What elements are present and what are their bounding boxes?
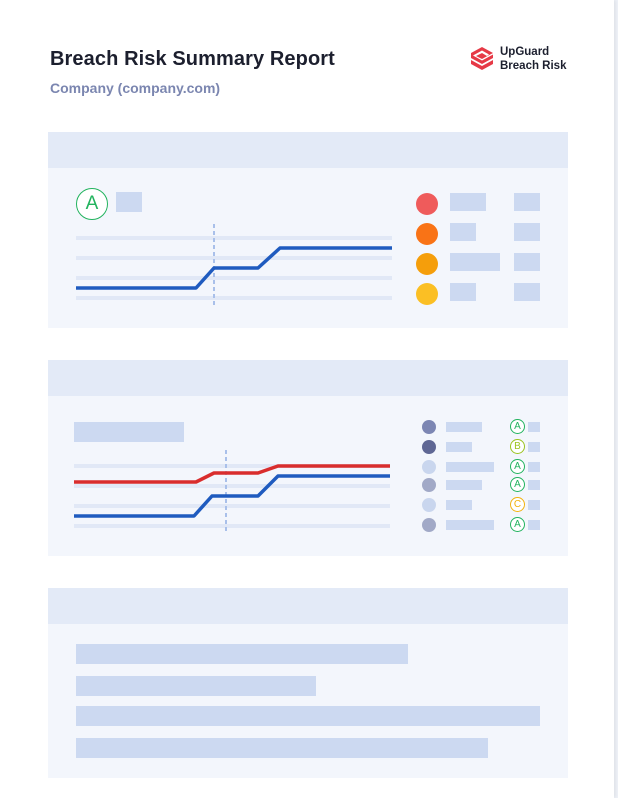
- series-line: [74, 464, 390, 484]
- severity-dot: [416, 223, 438, 245]
- vendor-score-placeholder: [528, 480, 540, 490]
- vendor-name-placeholder: [446, 480, 482, 490]
- text-line-placeholder: [76, 644, 408, 664]
- vendor-score-placeholder: [528, 442, 540, 452]
- page-title: Breach Risk Summary Report: [50, 48, 335, 70]
- vendor-name-placeholder: [446, 500, 472, 510]
- vendor-grade-letter: A: [514, 461, 521, 472]
- severity-label-placeholder: [450, 253, 500, 271]
- vendor-grade-letter: A: [514, 479, 521, 490]
- severity-dot: [416, 283, 438, 305]
- score-placeholder: [116, 192, 142, 212]
- vendor-dot: [422, 420, 436, 434]
- vendor-grade-letter: C: [513, 499, 522, 510]
- vendor-grade-letter: A: [514, 519, 521, 530]
- overall-grade-letter: A: [85, 193, 99, 214]
- severity-dot: [416, 253, 438, 275]
- vendor-grade-letter: A: [514, 421, 521, 432]
- vendor-dot: [422, 498, 436, 512]
- severity-dot: [416, 193, 438, 215]
- vendor-trend-chart: [74, 450, 390, 532]
- text-line-placeholder: [76, 676, 316, 696]
- vendor-name-placeholder: [446, 520, 494, 530]
- text-line-placeholder: [76, 706, 540, 726]
- section-header: [48, 132, 568, 168]
- vendor-score-placeholder: [528, 462, 540, 472]
- section-header: [48, 588, 568, 624]
- section-header: [48, 360, 568, 396]
- severity-count-placeholder: [514, 283, 540, 301]
- overall-grade-badge: A: [76, 188, 108, 220]
- severity-label-placeholder: [450, 223, 476, 241]
- vendor-dot: [422, 460, 436, 474]
- vendor-grade-badge: C: [510, 497, 525, 512]
- vendor-name-placeholder: [446, 462, 494, 472]
- vendor-risk-section: A B A A C A: [48, 360, 568, 556]
- brand-logo: UpGuard Breach Risk: [470, 45, 580, 75]
- chart-title-placeholder: [74, 422, 184, 442]
- severity-label-placeholder: [450, 283, 476, 301]
- summary-text-section: [48, 588, 568, 778]
- risk-trend-chart: [76, 224, 392, 306]
- brand-name: UpGuard Breach Risk: [500, 45, 566, 73]
- vendor-grade-badge: B: [510, 439, 525, 454]
- brand-name-line1: UpGuard: [500, 46, 550, 58]
- vendor-dot: [422, 478, 436, 492]
- vendor-grade-badge: A: [510, 477, 525, 492]
- vendor-score-placeholder: [528, 500, 540, 510]
- text-line-placeholder: [76, 738, 488, 758]
- vendor-grade-badge: A: [510, 517, 525, 532]
- brand-name-line2: Breach Risk: [500, 60, 567, 72]
- risk-score-section: A: [48, 132, 568, 328]
- severity-count-placeholder: [514, 193, 540, 211]
- vendor-score-placeholder: [528, 422, 540, 432]
- vendor-score-placeholder: [528, 520, 540, 530]
- company-subtitle: Company (company.com): [50, 80, 221, 96]
- vendor-name-placeholder: [446, 422, 482, 432]
- severity-count-placeholder: [514, 223, 540, 241]
- severity-count-placeholder: [514, 253, 540, 271]
- severity-label-placeholder: [450, 193, 486, 211]
- vendor-grade-badge: A: [510, 419, 525, 434]
- upguard-logo-icon: [471, 47, 493, 70]
- series-line: [76, 246, 392, 290]
- vendor-dot: [422, 440, 436, 454]
- vendor-grade-letter: B: [514, 441, 521, 452]
- vendor-grade-badge: A: [510, 459, 525, 474]
- series-line: [74, 474, 390, 518]
- vendor-name-placeholder: [446, 442, 472, 452]
- vendor-dot: [422, 518, 436, 532]
